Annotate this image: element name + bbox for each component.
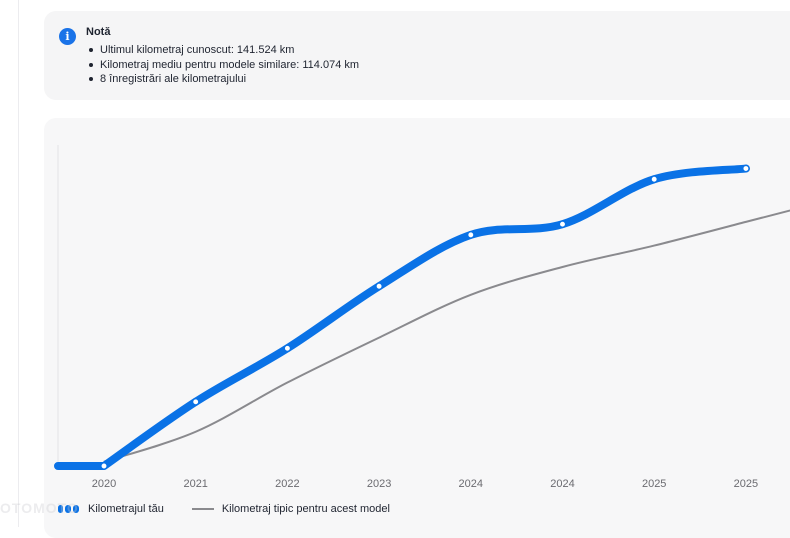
legend-item-typical[interactable]: Kilometraj tipic pentru acest model (164, 503, 390, 515)
x-tick-label-7: 2025 (734, 478, 758, 490)
chart-legend: Kilometrajul tău Kilometraj tipic pentru… (58, 503, 390, 515)
note-item-average-mileage: Kilometraj mediu pentru modele similare:… (86, 58, 359, 73)
x-tick-label-3: 2023 (367, 478, 391, 490)
legend-label-typical: Kilometraj tipic pentru acest model (221, 503, 390, 515)
x-tick-label-1: 2021 (183, 478, 207, 490)
data-point-0[interactable] (100, 462, 108, 470)
legend-item-mine[interactable]: Kilometrajul tău (58, 503, 164, 515)
data-point-4[interactable] (466, 230, 475, 239)
watermark-logo: OTOMOTO (0, 500, 79, 516)
data-point-1[interactable] (191, 397, 200, 406)
note-item-last-mileage: Ultimul kilometraj cunoscut: 141.524 km (86, 43, 359, 58)
data-point-6[interactable] (650, 175, 659, 184)
legend-swatch-typical (191, 508, 214, 510)
note-list: Ultimul kilometraj cunoscut: 141.524 km … (86, 43, 359, 87)
x-tick-label-5: 2024 (550, 478, 574, 490)
data-point-7[interactable] (741, 164, 750, 173)
chart-card (44, 118, 790, 538)
data-point-3[interactable] (375, 282, 384, 291)
x-tick-label-4: 2024 (459, 478, 483, 490)
x-tick-label-2: 2022 (275, 478, 299, 490)
series-line-typical (103, 209, 790, 463)
x-tick-label-6: 2025 (642, 478, 666, 490)
note-title: Notă (86, 26, 111, 38)
mileage-chart: 2020 2021 2022 2023 2024 2024 2025 2025 (54, 145, 790, 490)
legend-label-mine: Kilometrajul tău (88, 503, 164, 515)
data-point-5[interactable] (558, 220, 567, 229)
note-card (44, 11, 790, 100)
legend-swatch-mine (58, 505, 80, 513)
series-line-mine (54, 164, 750, 470)
info-icon: i (59, 28, 76, 45)
sidebar-divider (18, 0, 19, 527)
data-point-2[interactable] (283, 344, 292, 353)
x-tick-label-0: 2020 (92, 478, 116, 490)
note-item-records-count: 8 înregistrări ale kilometrajului (86, 72, 359, 87)
